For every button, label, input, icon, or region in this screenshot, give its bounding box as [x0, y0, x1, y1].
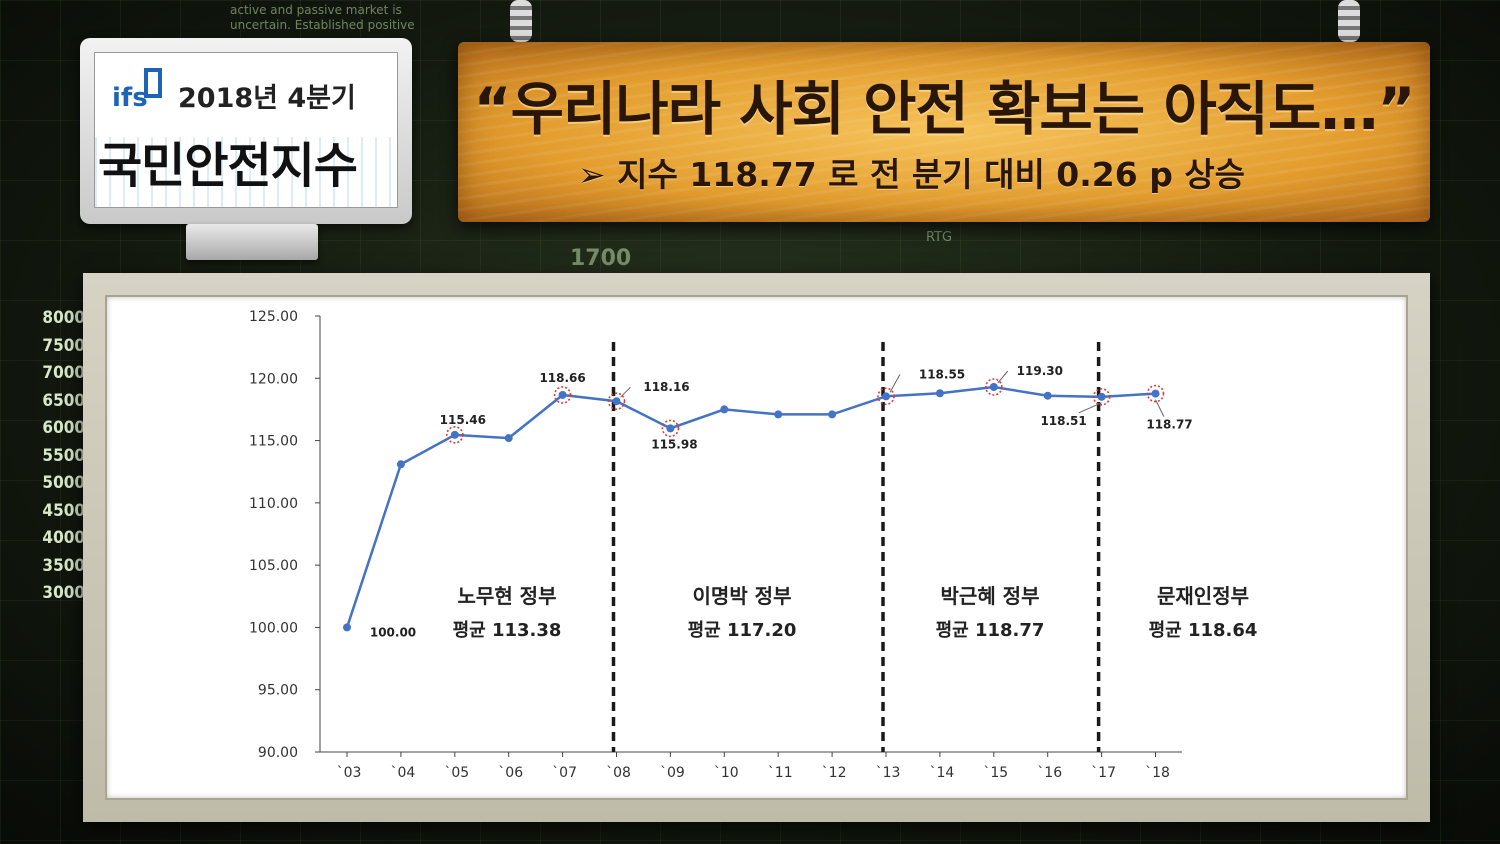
monitor-logo — [80, 38, 412, 224]
monitor-title: 국민안전지수 — [98, 138, 358, 194]
point-label: 115.46 — [440, 413, 486, 427]
data-point — [935, 389, 944, 398]
data-point — [450, 430, 459, 439]
chart-panel — [105, 295, 1408, 800]
highlight-ring — [607, 392, 626, 411]
leader-line — [620, 386, 631, 398]
chart-axes: 90.00 95.00 100.00 105.00 110.00 115.00 120.00… — [249, 309, 1182, 781]
highlight-ring — [1092, 388, 1111, 406]
highlight-ring — [877, 387, 895, 406]
y-tick-label: 90.00 — [258, 745, 298, 761]
x-tick-label: `09 — [660, 765, 685, 781]
data-point — [1043, 391, 1052, 400]
y-tick-label: 120.00 — [249, 371, 298, 387]
ifs-logo-icon: ifs — [112, 68, 162, 110]
y-tick-label: 125.00 — [249, 309, 298, 325]
data-point — [882, 392, 890, 401]
data-point — [558, 390, 567, 399]
point-label: 119.30 — [1017, 364, 1063, 378]
x-tick-label: `10 — [714, 765, 739, 781]
highlight-ring — [445, 426, 464, 444]
monitor-stand — [186, 224, 318, 260]
period-average: 평균 117.20 — [688, 620, 797, 641]
highlight-ring — [661, 419, 680, 438]
point-label: 100.00 — [370, 625, 416, 639]
leader-line — [1155, 399, 1165, 417]
x-tick-label: `04 — [390, 765, 415, 781]
point-label: 118.55 — [919, 367, 965, 381]
x-tick-label: `17 — [1091, 765, 1116, 781]
point-label: 118.51 — [1040, 414, 1086, 428]
point-label: 115.98 — [651, 437, 697, 451]
data-point — [504, 434, 513, 443]
period-name: 박근혜 정부 — [941, 584, 1040, 608]
background-text-4: 1700 — [570, 246, 632, 271]
series-line — [345, 385, 1156, 628]
x-tick-label: `08 — [606, 765, 631, 781]
data-point — [666, 424, 675, 433]
y-tick-label: 110.00 — [249, 496, 298, 512]
x-tick-label: `14 — [929, 765, 954, 781]
point-label: 118.66 — [539, 371, 585, 385]
x-tick-label: `05 — [444, 765, 469, 781]
headline-banner: “우리나라 사회 안전 확보는 아직도…” ➢ 지수 118.77 로 전 분기… — [458, 42, 1430, 222]
banner-title: “우리나라 사회 안전 확보는 아직도…” — [473, 75, 1415, 143]
x-tick-label: `16 — [1037, 765, 1062, 781]
period-average: 평균 118.77 — [936, 620, 1045, 641]
series-layer — [343, 378, 1165, 632]
monitor-quarter: 2018년 4분기 — [178, 83, 356, 114]
x-tick-label: `12 — [822, 765, 847, 781]
x-tick-label: `15 — [983, 765, 1008, 781]
label-layer: 100.00 115.46 118.66 118.16 115.98 118.55 119.… — [370, 364, 1258, 641]
data-point — [1097, 392, 1106, 401]
monitor-screen — [94, 52, 398, 208]
data-point — [828, 410, 837, 419]
chart-frame — [83, 273, 1430, 822]
x-tick-label: `06 — [498, 765, 523, 781]
banner-subtitle: ➢ 지수 118.77 로 전 분기 대비 0.26 p 상승 — [578, 155, 1246, 194]
data-point — [774, 410, 783, 419]
leader-line — [997, 370, 1009, 384]
leader-line — [889, 374, 901, 393]
background-scale: 8000 7500 7000 6500 6000 5500 5000 4500 4000 3500… — [42, 308, 85, 603]
background-text-2: uncertain. Established positive — [230, 18, 415, 32]
period-dividers — [611, 342, 1101, 752]
x-tick-label: `03 — [337, 765, 362, 781]
x-tick-label: `18 — [1145, 765, 1170, 781]
period-name: 노무현 정부 — [458, 584, 557, 608]
period-name: 문재인정부 — [1157, 584, 1249, 608]
x-tick-label: `11 — [768, 765, 793, 781]
ifs-logo-text: ifs — [112, 83, 148, 110]
leader-line — [1078, 402, 1102, 414]
background-text-1: active and passive market is — [230, 3, 402, 17]
y-tick-label: 105.00 — [249, 558, 298, 574]
highlight-ring — [1146, 384, 1165, 403]
period-name: 이명박 정부 — [693, 584, 792, 608]
background-text-3: RTG — [926, 230, 953, 245]
data-point — [1151, 389, 1160, 398]
data-point — [612, 397, 621, 406]
data-point — [989, 383, 998, 392]
y-tick-label: 115.00 — [249, 434, 298, 450]
period-average: 평균 118.64 — [1149, 620, 1258, 641]
period-average: 평균 113.38 — [453, 620, 562, 641]
y-tick-label: 95.00 — [258, 683, 298, 699]
point-label: 118.16 — [643, 380, 689, 394]
x-tick-label: `07 — [552, 765, 577, 781]
data-point — [343, 623, 351, 632]
highlight-ring — [984, 378, 1003, 396]
y-tick-label: 100.00 — [249, 620, 298, 636]
chain-right — [1338, 0, 1360, 42]
x-tick-label: `13 — [876, 765, 901, 781]
highlight-ring — [553, 386, 572, 404]
point-label: 118.77 — [1146, 418, 1192, 432]
data-point — [720, 405, 729, 414]
data-point — [396, 460, 405, 469]
chain-left — [510, 0, 532, 42]
